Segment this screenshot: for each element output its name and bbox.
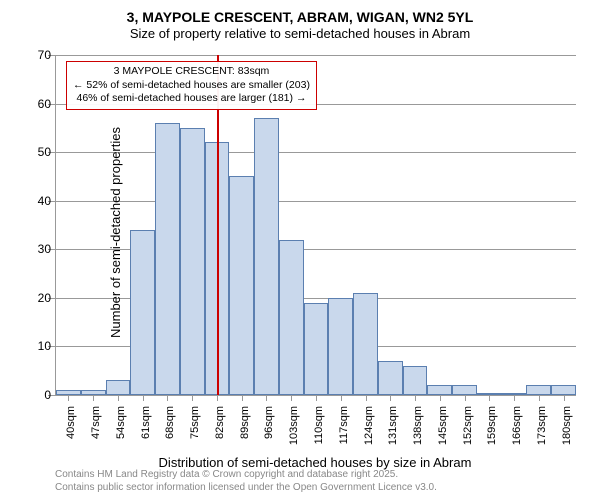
x-tick-label: 159sqm	[486, 406, 498, 456]
histogram-bar	[180, 128, 205, 395]
chart-title: 3, MAYPOLE CRESCENT, ABRAM, WIGAN, WN2 5…	[0, 0, 600, 26]
x-tick	[242, 395, 243, 401]
x-tick-label: 173sqm	[536, 406, 548, 456]
histogram-bar	[130, 230, 155, 395]
histogram-bar	[328, 298, 353, 395]
histogram-bar	[106, 380, 131, 395]
x-tick-label: 103sqm	[288, 406, 300, 456]
x-tick	[291, 395, 292, 401]
gridline	[56, 152, 576, 153]
histogram-bar	[452, 385, 477, 395]
annotation-line: 46% of semi-detached houses are larger (…	[73, 92, 310, 106]
x-tick-label: 117sqm	[338, 406, 350, 456]
histogram-bar	[254, 118, 279, 395]
chart-area: 01020304050607040sqm47sqm54sqm61sqm68sqm…	[55, 55, 575, 395]
footer-line-1: Contains HM Land Registry data © Crown c…	[55, 468, 437, 481]
x-tick	[390, 395, 391, 401]
x-tick-label: 96sqm	[263, 406, 275, 456]
histogram-bar	[526, 385, 551, 395]
x-tick-label: 138sqm	[412, 406, 424, 456]
x-tick	[118, 395, 119, 401]
x-tick	[489, 395, 490, 401]
y-tick-label: 0	[21, 388, 51, 402]
x-tick-label: 68sqm	[164, 406, 176, 456]
x-tick	[167, 395, 168, 401]
x-tick	[93, 395, 94, 401]
chart-container: 3, MAYPOLE CRESCENT, ABRAM, WIGAN, WN2 5…	[0, 0, 600, 500]
plot-region: 01020304050607040sqm47sqm54sqm61sqm68sqm…	[55, 55, 576, 396]
x-tick-label: 61sqm	[140, 406, 152, 456]
x-tick	[514, 395, 515, 401]
x-tick	[192, 395, 193, 401]
x-tick	[415, 395, 416, 401]
histogram-bar	[229, 176, 254, 395]
x-tick-label: 40sqm	[65, 406, 77, 456]
y-tick-label: 60	[21, 97, 51, 111]
x-tick-label: 166sqm	[511, 406, 523, 456]
x-tick	[68, 395, 69, 401]
histogram-bar	[304, 303, 329, 395]
annotation-line: 3 MAYPOLE CRESCENT: 83sqm	[73, 65, 310, 79]
x-tick	[341, 395, 342, 401]
x-tick-label: 110sqm	[313, 406, 325, 456]
gridline	[56, 201, 576, 202]
y-tick-label: 30	[21, 242, 51, 256]
x-tick-label: 82sqm	[214, 406, 226, 456]
x-tick	[440, 395, 441, 401]
footer-line-2: Contains public sector information licen…	[55, 481, 437, 494]
histogram-bar	[403, 366, 428, 395]
histogram-bar	[378, 361, 403, 395]
annotation-box: 3 MAYPOLE CRESCENT: 83sqm← 52% of semi-d…	[66, 61, 317, 110]
gridline	[56, 55, 576, 56]
x-tick	[143, 395, 144, 401]
x-tick	[217, 395, 218, 401]
x-tick	[564, 395, 565, 401]
x-tick	[465, 395, 466, 401]
histogram-bar	[551, 385, 576, 395]
x-tick	[316, 395, 317, 401]
histogram-bar	[155, 123, 180, 395]
x-tick	[266, 395, 267, 401]
chart-subtitle: Size of property relative to semi-detach…	[0, 26, 600, 43]
y-tick-label: 40	[21, 194, 51, 208]
x-tick-label: 152sqm	[462, 406, 474, 456]
y-tick-label: 10	[21, 339, 51, 353]
x-tick-label: 54sqm	[115, 406, 127, 456]
x-tick-label: 131sqm	[387, 406, 399, 456]
histogram-bar	[353, 293, 378, 395]
y-tick-label: 70	[21, 48, 51, 62]
x-tick-label: 145sqm	[437, 406, 449, 456]
y-tick-label: 20	[21, 291, 51, 305]
x-tick	[539, 395, 540, 401]
y-tick-label: 50	[21, 145, 51, 159]
x-tick-label: 89sqm	[239, 406, 251, 456]
histogram-bar	[427, 385, 452, 395]
y-axis-title: Number of semi-detached properties	[108, 127, 123, 338]
x-tick	[366, 395, 367, 401]
x-tick-label: 124sqm	[363, 406, 375, 456]
histogram-bar	[279, 240, 304, 395]
x-tick-label: 75sqm	[189, 406, 201, 456]
x-tick-label: 47sqm	[90, 406, 102, 456]
footer-attribution: Contains HM Land Registry data © Crown c…	[55, 468, 437, 494]
x-tick-label: 180sqm	[561, 406, 573, 456]
annotation-line: ← 52% of semi-detached houses are smalle…	[73, 79, 310, 93]
